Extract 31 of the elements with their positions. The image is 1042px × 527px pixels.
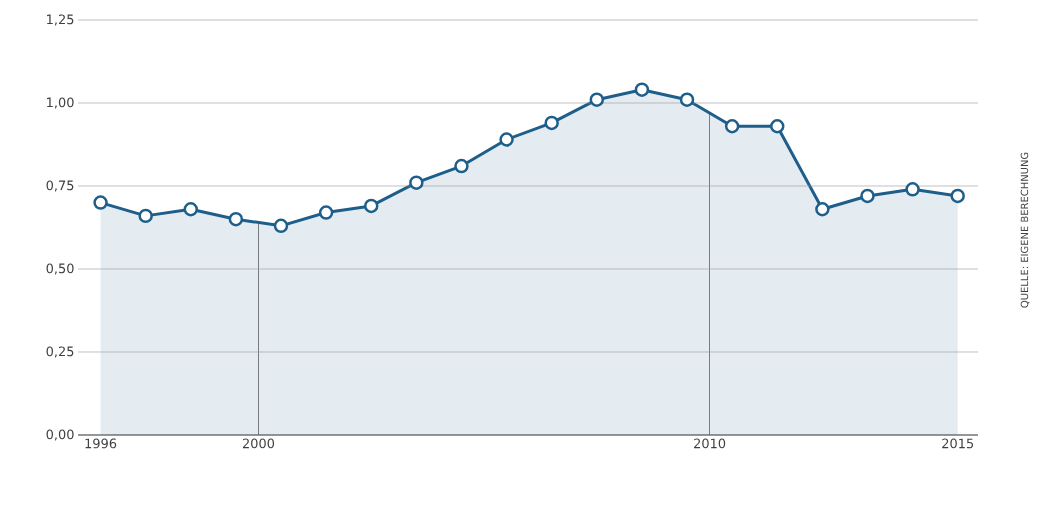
point (93, 195, 108, 210)
y-tick-label: 0,75 (46, 180, 74, 192)
x-tick-label: 2015 (942, 438, 974, 449)
point (634, 82, 650, 97)
point (138, 208, 153, 224)
y-tick-label: 1,00 (47, 97, 74, 109)
point (364, 198, 379, 214)
point (770, 119, 785, 134)
point (679, 92, 695, 107)
point (228, 211, 244, 227)
point (815, 202, 830, 217)
x-tick-label: 2010 (694, 438, 726, 449)
point (724, 119, 740, 134)
y-tick-label: 0,00 (46, 429, 74, 441)
point (183, 202, 199, 217)
point (950, 188, 965, 204)
point (454, 158, 469, 174)
point (860, 188, 875, 204)
source-note: QUELLE: EIGENE BERECHNUNG (1020, 152, 1030, 308)
point (273, 218, 289, 234)
y-tick-label: 0,50 (46, 263, 74, 275)
point (544, 115, 559, 131)
point (499, 132, 514, 147)
point (589, 92, 605, 107)
x-tick-label: 2000 (242, 438, 275, 449)
x-tick-label: 1996 (85, 438, 117, 449)
y-tick-label: 0,25 (46, 346, 74, 358)
point (318, 205, 334, 220)
y-tick-label: 1,25 (47, 14, 74, 26)
point (409, 175, 424, 190)
point (905, 182, 920, 197)
